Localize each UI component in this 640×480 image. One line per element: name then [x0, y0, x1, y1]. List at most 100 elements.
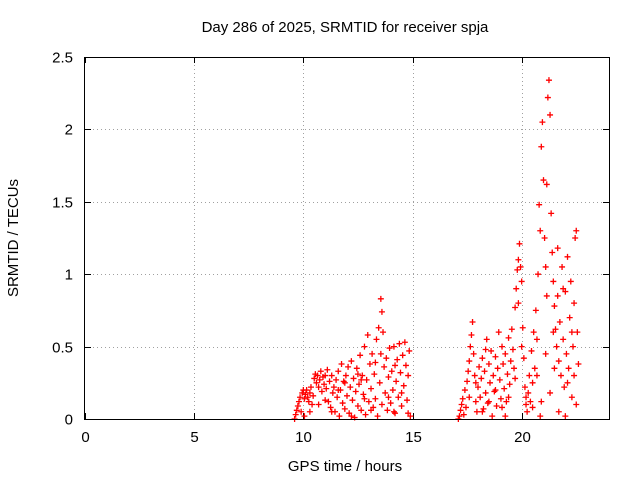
data-point [350, 375, 357, 382]
data-point [488, 347, 495, 354]
data-point [530, 329, 537, 336]
data-point [466, 358, 473, 365]
data-point [366, 360, 373, 367]
data-point [359, 372, 366, 379]
data-point [380, 329, 387, 336]
data-point [547, 111, 554, 118]
data-point [528, 347, 535, 354]
data-point [501, 385, 508, 392]
data-point [333, 376, 340, 383]
data-point [382, 389, 389, 396]
y-tick-label: 2 [65, 122, 73, 139]
chart-title: Day 286 of 2025, SRMTID for receiver spj… [202, 19, 489, 36]
data-point [393, 378, 400, 385]
data-point [502, 413, 509, 420]
data-point [406, 347, 413, 354]
data-point [348, 413, 355, 420]
data-point [354, 371, 361, 378]
data-point [556, 318, 563, 325]
data-point [483, 336, 490, 343]
data-point [400, 382, 407, 389]
data-point [489, 413, 496, 420]
data-point [334, 394, 341, 401]
data-point [490, 372, 497, 379]
data-point [543, 181, 550, 188]
data-point [485, 398, 492, 405]
data-point [543, 292, 550, 299]
data-point [361, 343, 368, 350]
data-point [476, 363, 483, 370]
data-point [373, 336, 380, 343]
data-point [383, 355, 390, 362]
data-point [461, 387, 468, 394]
data-point [305, 398, 312, 405]
data-point [386, 345, 393, 352]
data-point [459, 395, 466, 402]
data-point [460, 411, 467, 418]
data-point [329, 389, 336, 396]
data-point [520, 355, 527, 362]
data-point [401, 339, 408, 346]
data-point [559, 263, 566, 270]
data-point [354, 402, 361, 409]
data-point [375, 324, 382, 331]
data-point [529, 404, 536, 411]
data-point [541, 235, 548, 241]
data-point [322, 372, 329, 379]
data-point [322, 397, 329, 404]
data-point [515, 300, 522, 307]
data-point [492, 387, 499, 394]
data-point [392, 362, 399, 369]
data-point [344, 392, 350, 399]
data-point [317, 368, 324, 375]
data-point [509, 346, 516, 353]
data-point [496, 376, 503, 383]
data-point [478, 375, 485, 382]
data-point [481, 368, 488, 375]
data-point [457, 407, 464, 414]
data-point [299, 389, 306, 396]
data-point [377, 350, 384, 357]
data-point [381, 363, 388, 370]
data-point [499, 404, 506, 411]
data-point [345, 363, 352, 370]
data-point [492, 353, 499, 360]
data-point [318, 388, 325, 395]
data-point [477, 394, 484, 401]
data-point [511, 365, 518, 372]
plot-frame [84, 57, 610, 420]
x-tick-label: 10 [295, 429, 312, 446]
data-point [335, 368, 342, 375]
data-point [542, 350, 549, 357]
data-point [550, 278, 557, 285]
data-point [505, 334, 512, 341]
data-point [364, 332, 371, 339]
data-point [533, 336, 540, 343]
data-point [328, 408, 335, 415]
data-point [398, 389, 405, 396]
data-point [573, 227, 580, 234]
data-point [494, 365, 501, 372]
data-point [389, 387, 396, 394]
data-point [505, 394, 512, 401]
data-point [358, 376, 365, 383]
data-point [500, 360, 507, 367]
data-point [467, 343, 474, 350]
data-point [458, 401, 465, 408]
data-point [321, 381, 328, 388]
data-point [555, 358, 562, 365]
data-point [388, 368, 395, 375]
data-point [564, 253, 571, 260]
data-point [326, 378, 333, 385]
data-point [368, 385, 375, 392]
data-point [504, 371, 511, 378]
data-point [385, 394, 392, 401]
data-point [301, 395, 308, 402]
data-point [306, 389, 313, 396]
data-point [538, 398, 545, 405]
data-point [392, 410, 399, 417]
data-point [554, 245, 561, 252]
data-point [535, 271, 542, 278]
data-point [384, 407, 391, 414]
data-point [374, 413, 381, 420]
